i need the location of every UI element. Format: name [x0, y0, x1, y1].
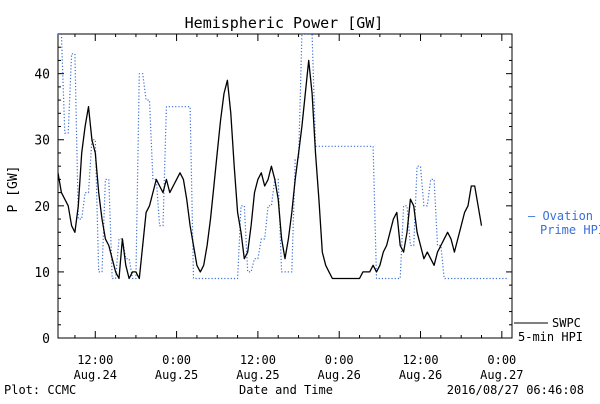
y-tick-label: 30	[34, 134, 50, 149]
legend-swpc-line2: 5-min HPI	[518, 330, 583, 344]
y-tick-label: 40	[34, 68, 50, 83]
x-tick-date-label: Aug.26	[318, 368, 361, 382]
plot-timestamp: 2016/08/27 06:46:08	[447, 383, 584, 397]
plot-frame	[57, 33, 513, 339]
y-tick-label: 20	[34, 200, 50, 215]
x-tick-date-label: Aug.26	[399, 368, 442, 382]
x-tick-time-label: 12:00	[402, 353, 438, 367]
x-tick-time-label: 0:00	[487, 353, 516, 367]
legend-swpc-line1: SWPC	[552, 316, 581, 330]
chart-title: Hemispheric Power [GW]	[185, 14, 384, 32]
plot-source-label: Plot: CCMC	[4, 383, 76, 397]
x-tick-time-label: 0:00	[162, 353, 191, 367]
y-tick-label: 0	[42, 332, 50, 347]
x-tick-time-label: 12:00	[77, 353, 113, 367]
x-tick-date-label: Aug.25	[236, 368, 279, 382]
y-axis-label-group: P [GW]	[6, 166, 21, 213]
x-tick-time-label: 0:00	[325, 353, 354, 367]
x-tick-date-label: Aug.25	[155, 368, 198, 382]
x-tick-time-label: 12:00	[240, 353, 276, 367]
x-axis-label: Date and Time	[239, 383, 333, 397]
x-tick-date-label: Aug.27	[480, 368, 523, 382]
y-axis-label: P [GW]	[6, 166, 21, 213]
series-line-ovation-prime-hpi	[58, 34, 509, 280]
y-tick-label: 10	[34, 266, 50, 281]
series-line-swpc-5-min-hpi	[58, 59, 483, 280]
legend-ovation-line2: Prime HPI	[540, 223, 600, 237]
legend-ovation-line1: — Ovation	[528, 209, 593, 223]
x-tick-date-label: Aug.24	[74, 368, 117, 382]
plot-area: 01020304012:00Aug.240:00Aug.2512:00Aug.2…	[34, 33, 600, 382]
